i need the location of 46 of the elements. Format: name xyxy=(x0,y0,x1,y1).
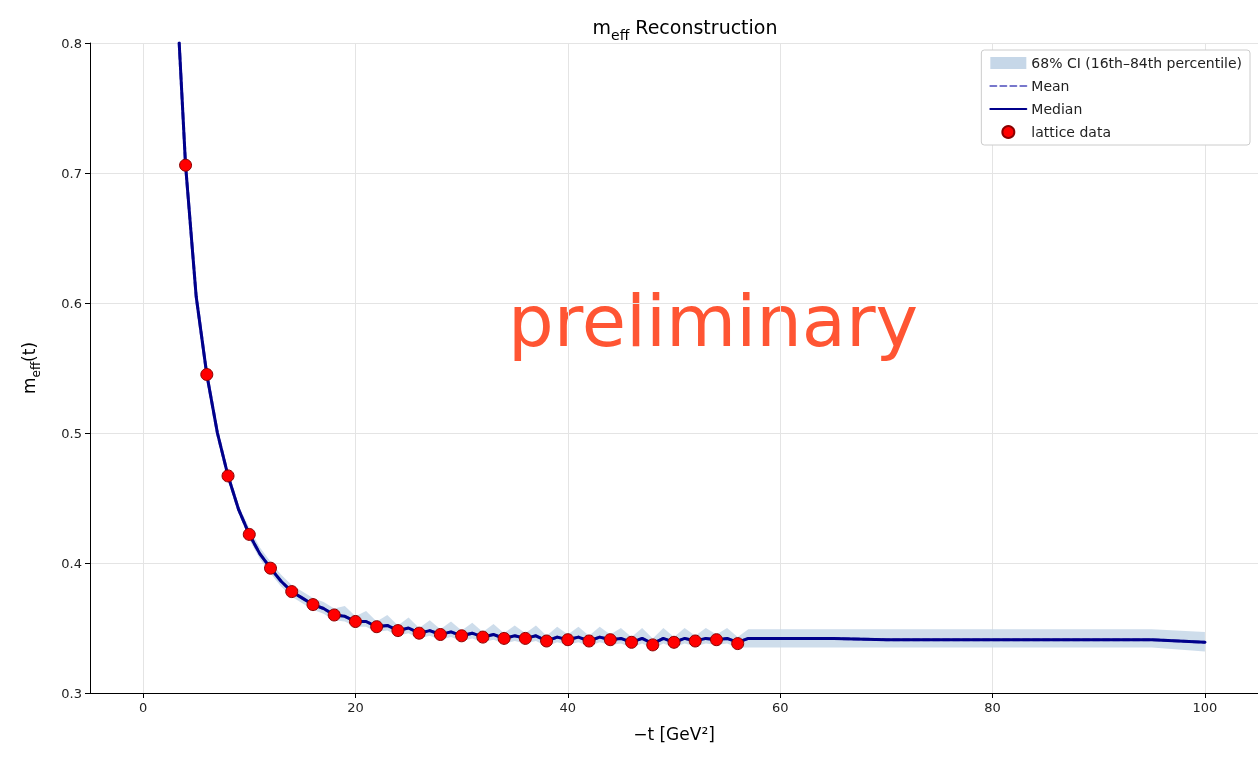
legend-label: Median xyxy=(1031,101,1083,117)
y-tick-label: 0.8 xyxy=(61,35,82,51)
point xyxy=(306,598,320,612)
point xyxy=(285,585,299,599)
y-tick-label: 0.3 xyxy=(61,685,82,701)
y-axis-title: meff(t) xyxy=(19,341,43,395)
y-tick-label: 0.6 xyxy=(61,295,82,311)
point xyxy=(264,561,278,575)
x-axis-title: −t [GeV²] xyxy=(633,723,715,744)
x-tick-label: 60 xyxy=(771,700,789,715)
point xyxy=(540,634,554,648)
point xyxy=(709,633,723,647)
point xyxy=(327,608,341,622)
point xyxy=(221,469,235,483)
point xyxy=(242,527,256,541)
x-tick-label: 40 xyxy=(559,700,577,715)
legend-label: lattice data xyxy=(1031,124,1111,140)
point xyxy=(391,624,405,638)
point xyxy=(625,635,639,649)
point xyxy=(582,634,596,648)
point xyxy=(433,628,447,641)
point xyxy=(603,633,617,647)
point xyxy=(179,158,193,172)
point xyxy=(412,626,426,640)
point xyxy=(731,637,745,651)
point xyxy=(518,631,532,645)
point xyxy=(646,638,660,652)
point xyxy=(455,629,469,643)
y-tick-label: 0.5 xyxy=(61,425,82,441)
point xyxy=(688,634,702,648)
x-tick-label: 0 xyxy=(138,700,148,715)
x-tick-label: 100 xyxy=(1192,700,1218,715)
point xyxy=(370,620,384,634)
legend-label: Mean xyxy=(1031,78,1070,94)
legend-label: 68% CI (16th–84th percentile) xyxy=(1031,55,1243,71)
point xyxy=(348,615,362,628)
point xyxy=(476,630,490,644)
point xyxy=(497,631,511,645)
y-tick-label: 0.7 xyxy=(61,165,82,181)
x-tick-label: 20 xyxy=(347,700,364,715)
y-tick-label: 0.4 xyxy=(61,555,82,571)
point xyxy=(200,368,214,381)
x-tick-label: 80 xyxy=(984,700,1001,715)
annotation: preliminary xyxy=(508,279,919,363)
point xyxy=(561,633,575,647)
point xyxy=(667,635,681,649)
